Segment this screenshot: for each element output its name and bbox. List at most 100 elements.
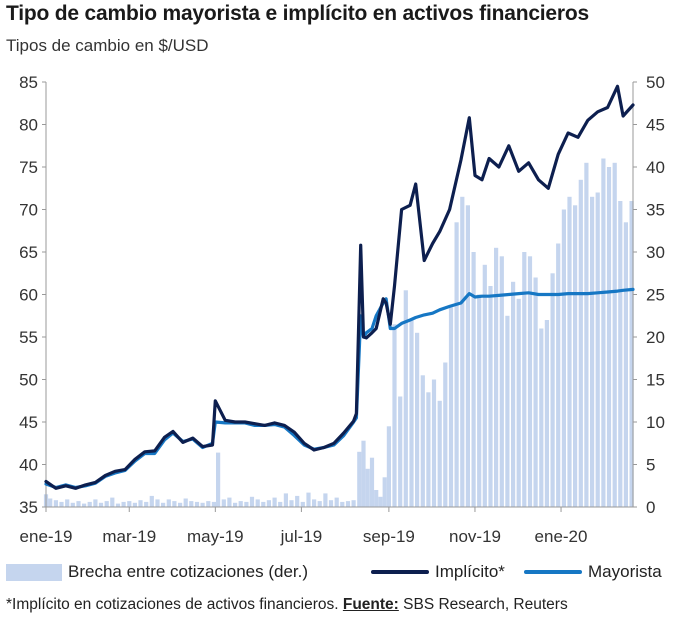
brecha-bar <box>511 281 516 508</box>
brecha-bar <box>110 497 115 507</box>
brecha-bar <box>426 392 431 508</box>
brecha-bar <box>505 315 510 508</box>
brecha-bar <box>471 252 476 507</box>
brecha-bar <box>522 252 527 507</box>
brecha-bar <box>365 468 370 508</box>
brecha-bar <box>166 499 171 507</box>
brecha-bar <box>334 497 339 507</box>
brecha-bar <box>238 501 243 507</box>
brecha-bar <box>76 501 81 507</box>
left-y-tick-label: 45 <box>19 413 38 432</box>
brecha-bar <box>386 426 391 508</box>
x-tick-label: may-19 <box>187 527 244 546</box>
brecha-bar <box>499 256 504 508</box>
brecha-bar <box>65 499 70 507</box>
brecha-bar <box>361 440 366 507</box>
left-y-tick-label: 65 <box>19 243 38 262</box>
brecha-bar <box>550 273 555 508</box>
brecha-bar <box>357 451 362 508</box>
brecha-bar <box>200 502 205 508</box>
brecha-bar <box>98 502 104 508</box>
brecha-bar <box>266 500 271 507</box>
brecha-bar <box>127 501 132 507</box>
brecha-bar <box>618 201 623 507</box>
chart-title: Tipo de cambio mayorista e implícito en … <box>6 2 589 25</box>
x-tick-label: nov-19 <box>449 527 501 546</box>
brecha-bar <box>454 222 459 508</box>
brecha-bar <box>544 320 549 507</box>
brecha-bar <box>398 396 403 507</box>
brecha-bar <box>590 196 595 508</box>
brecha-bar <box>244 501 249 507</box>
right-y-tick-label: 35 <box>646 201 665 220</box>
brecha-bar <box>392 324 397 508</box>
right-y-tick-label: 20 <box>646 328 665 347</box>
brecha-bar <box>584 162 589 508</box>
right-y-tick-label: 40 <box>646 158 665 177</box>
brecha-bar <box>374 490 379 507</box>
brecha-bar <box>87 501 92 507</box>
chart-axes <box>42 81 637 512</box>
brecha-bar <box>48 498 53 507</box>
legend-item-brecha: Brecha entre cotizaciones (der.) <box>6 562 308 582</box>
brecha-bar <box>104 501 109 507</box>
brecha-bar <box>70 502 75 508</box>
brecha-bar <box>328 500 334 507</box>
brecha-bar <box>516 298 521 508</box>
x-tick-label: jul-19 <box>280 527 323 546</box>
brecha-bar <box>345 501 351 507</box>
left-y-tick-label: 75 <box>19 158 38 177</box>
brecha-bar <box>144 501 149 507</box>
right-y-tick-label: 5 <box>646 456 655 475</box>
left-y-tick-labels: 35 40 45 50 55 60 65 70 75 80 85 <box>19 73 38 517</box>
left-y-tick-label: 85 <box>19 73 38 92</box>
right-y-tick-label: 45 <box>646 116 665 135</box>
brecha-bar <box>460 196 465 508</box>
brecha-bar <box>295 495 300 507</box>
brecha-bar <box>59 501 64 507</box>
brecha-bar <box>494 247 499 508</box>
brecha-bar <box>53 500 58 507</box>
brecha-bar <box>382 477 387 508</box>
brecha-bar <box>415 332 420 508</box>
brecha-bars <box>43 158 634 508</box>
brecha-bar <box>227 497 232 507</box>
brecha-bar <box>567 196 572 508</box>
footnote: *Implícito en cotizaciones de activos fi… <box>6 596 568 614</box>
chart-legend: Brecha entre cotizaciones (der.) Implíci… <box>6 562 678 588</box>
left-y-tick-label: 80 <box>19 116 38 135</box>
brecha-bar <box>161 502 166 508</box>
brecha-bar <box>369 457 375 507</box>
brecha-bar <box>178 502 183 508</box>
left-y-tick-label: 50 <box>19 371 38 390</box>
right-y-tick-label: 50 <box>646 73 665 92</box>
brecha-bar <box>403 290 408 508</box>
brecha-bar <box>420 375 425 508</box>
brecha-bar <box>317 501 322 507</box>
brecha-bar <box>409 320 414 507</box>
x-tick-label: ene-20 <box>535 527 588 546</box>
footnote-source-label: Fuente: <box>342 596 399 613</box>
right-y-tick-label: 30 <box>646 243 665 262</box>
brecha-bar <box>82 503 87 507</box>
x-tick-label: sep-19 <box>363 527 415 546</box>
brecha-bar <box>172 501 177 507</box>
legend-item-mayorista: Mayorista <box>524 562 662 582</box>
brecha-bar <box>578 179 583 508</box>
brecha-bar <box>488 286 493 507</box>
brecha-bar <box>465 205 470 508</box>
brecha-bar <box>601 158 606 507</box>
brecha-bar <box>477 294 482 507</box>
brecha-bar <box>595 192 600 507</box>
brecha-bar <box>283 493 288 507</box>
implicito-line <box>44 84 635 490</box>
brecha-bar <box>93 499 98 507</box>
brecha-bar <box>556 243 561 507</box>
brecha-bar <box>289 500 294 507</box>
brecha-bar <box>340 501 345 507</box>
legend-swatch-mayorista <box>524 570 582 574</box>
brecha-bar <box>115 503 121 507</box>
brecha-bar <box>233 502 238 508</box>
brecha-bar <box>149 495 154 507</box>
